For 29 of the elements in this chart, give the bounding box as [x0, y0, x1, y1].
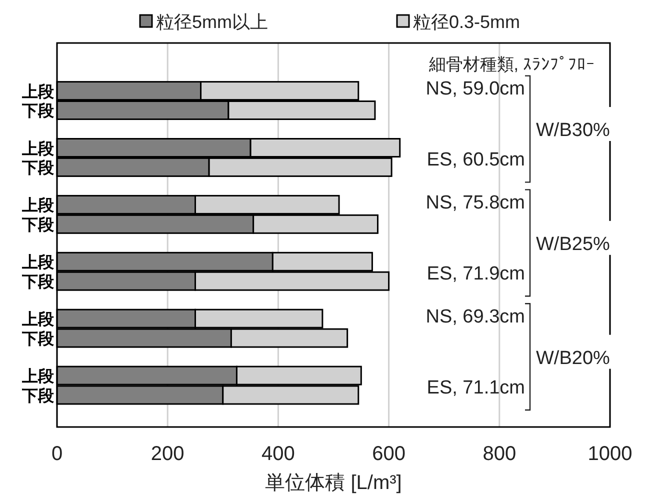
y-tick-label: 下段	[21, 159, 55, 178]
annotation: W/B20%	[536, 348, 610, 369]
annotation: ES, 71.9cm	[426, 263, 525, 284]
x-tick-label: 800	[482, 443, 516, 465]
y-tick-label: 下段	[21, 387, 55, 405]
y-tick-label: 上段	[21, 254, 55, 272]
x-tick-label: 600	[372, 443, 406, 465]
annotation: NS, 59.0cm	[426, 78, 525, 100]
y-tick-label: 下段	[21, 216, 55, 234]
x-tick-label: 1000	[588, 443, 632, 465]
y-tick-label: 下段	[21, 102, 55, 120]
annotation: W/B30%	[536, 120, 610, 141]
y-tick-label: 上段	[21, 140, 55, 158]
y-tick-label: 下段	[21, 273, 55, 292]
annotation: W/B25%	[536, 234, 610, 255]
annotation: ES, 60.5cm	[426, 149, 525, 170]
y-tick-label: 上段	[21, 368, 55, 386]
x-axis-title: 単位体積 [L/m³]	[265, 472, 402, 494]
text: 細骨材種類, ｽﾗﾝﾌﾟﾌﾛｰ	[428, 55, 596, 74]
annotation: NS, 75.8cm	[426, 192, 525, 214]
x-tick-label: 0	[51, 443, 63, 465]
annotation: NS, 69.3cm	[426, 306, 525, 328]
y-tick-label: 下段	[21, 330, 55, 348]
y-tick-label: 上段	[21, 82, 55, 101]
x-tick-label: 200	[150, 443, 184, 465]
y-tick-label: 上段	[21, 196, 55, 215]
x-tick-label: 400	[262, 443, 295, 465]
y-tick-label: 上段	[21, 310, 55, 329]
annotation: ES, 71.1cm	[426, 377, 525, 398]
